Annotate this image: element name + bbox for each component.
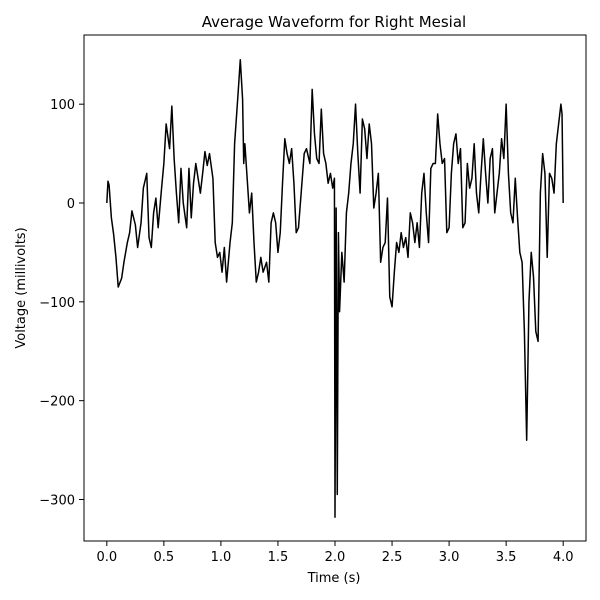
y-tick-label: −100 [39,296,75,311]
y-tick-label: −200 [39,395,75,410]
x-tick-label: 2.5 [382,550,403,565]
x-tick-label: 3.0 [439,550,460,565]
plot-frame [83,34,587,542]
x-tick-label: 0.5 [154,550,175,565]
y-axis-label: Voltage (millivolts) [14,227,29,348]
x-tick-label: 4.0 [553,550,574,565]
x-tick-label: 1.5 [268,550,289,565]
chart-title: Average Waveform for Right Mesial [202,13,466,31]
y-axis-ticks: 100 0 −100 −200 −300 [39,98,84,508]
x-axis-label: Time (s) [307,571,361,586]
y-tick-label: −300 [39,493,75,508]
waveform-series-line [106,58,564,519]
y-tick-label: 0 [67,197,75,212]
x-tick-label: 2.0 [325,550,346,565]
y-tick-label: 100 [50,98,75,113]
x-tick-label: 3.5 [496,550,517,565]
x-tick-label: 0.0 [96,550,117,565]
x-axis-ticks: 0.0 0.5 1.0 1.5 2.0 2.5 3.0 3.5 4.0 [96,541,574,565]
x-tick-label: 1.0 [211,550,232,565]
